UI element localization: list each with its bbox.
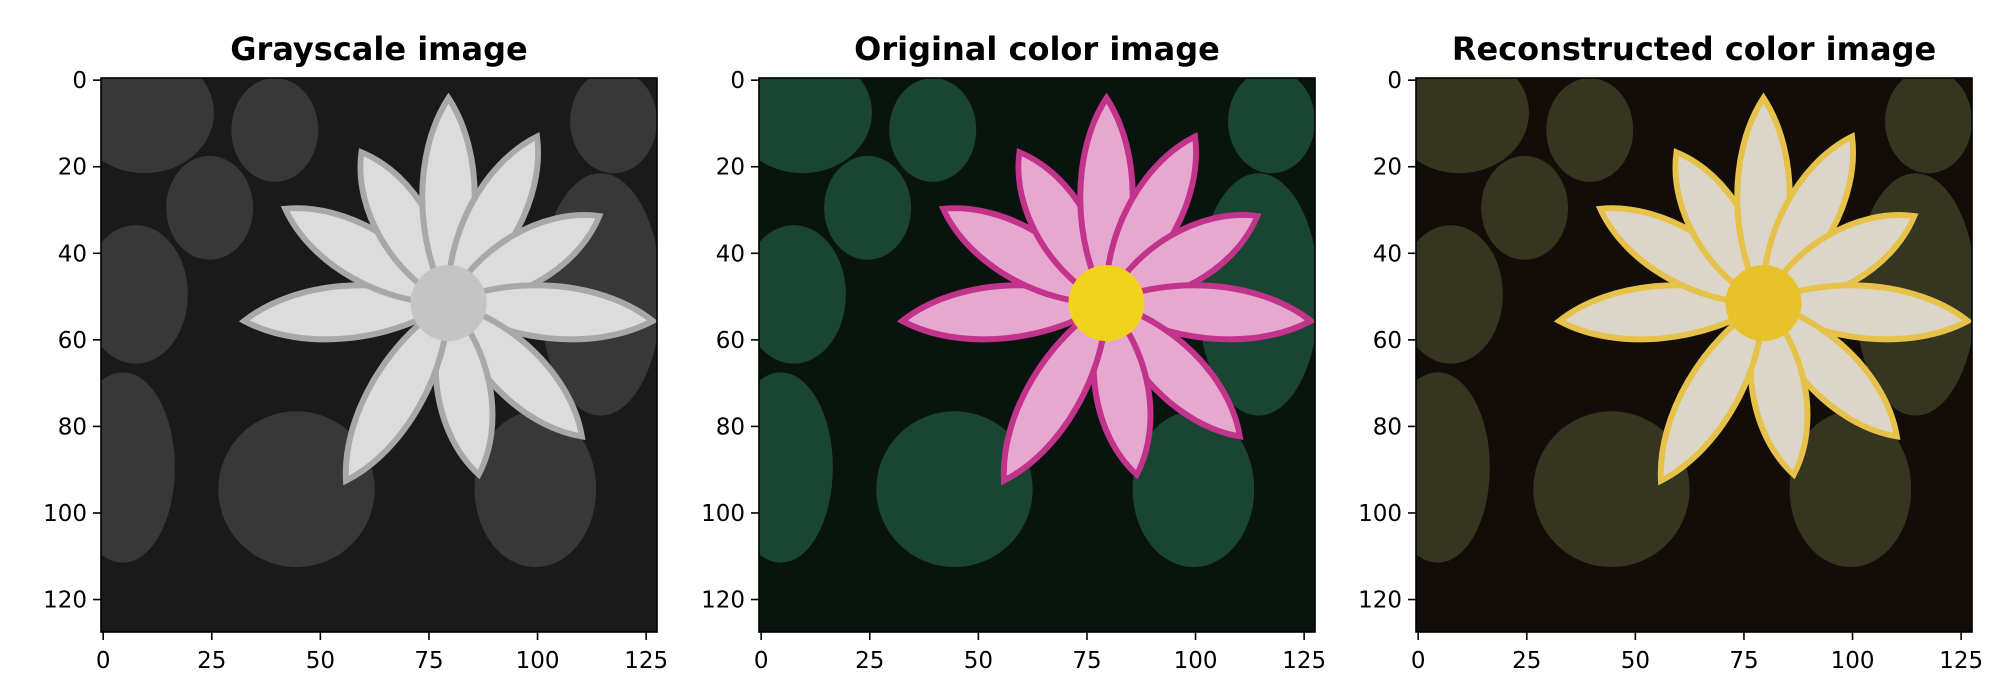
reconstructed-y-tick-label: 100 bbox=[1358, 501, 1402, 527]
grayscale-x-tick-label: 0 bbox=[96, 648, 111, 674]
grayscale-y-tick-label: 100 bbox=[43, 501, 87, 527]
reconstructed-title: Reconstructed color image bbox=[1452, 30, 1936, 68]
grayscale-title: Grayscale image bbox=[230, 30, 527, 68]
reconstructed-y-tick-label: 20 bbox=[1373, 155, 1402, 181]
original-leaf bbox=[824, 155, 912, 260]
original-x-tick-label: 75 bbox=[1072, 648, 1101, 674]
grayscale-leaf bbox=[474, 411, 597, 568]
original-leaf bbox=[889, 78, 977, 182]
grayscale-image bbox=[101, 78, 657, 632]
original-y-tick-label: 60 bbox=[716, 328, 745, 354]
grayscale-y-tick-label: 20 bbox=[58, 155, 87, 181]
original-x-tick-label: 100 bbox=[1174, 648, 1218, 674]
original-panel: Original color image 0 25 50 75 100 125 0 20 40 60… bbox=[701, 30, 1326, 674]
reconstructed-y-tick-label: 0 bbox=[1387, 68, 1402, 94]
grayscale-leaf bbox=[166, 155, 254, 260]
original-title: Original color image bbox=[854, 30, 1220, 68]
original-x-tick-label: 25 bbox=[855, 648, 884, 674]
grayscale-x-tick-label: 25 bbox=[197, 648, 226, 674]
grayscale-flower-center bbox=[410, 265, 487, 342]
grayscale-leaf bbox=[101, 225, 188, 364]
original-y-tick-label: 40 bbox=[716, 241, 745, 267]
grayscale-leaf bbox=[231, 78, 319, 182]
grayscale-flower bbox=[238, 92, 657, 486]
grayscale-y-tick-label: 60 bbox=[58, 328, 87, 354]
original-axes-frame bbox=[758, 77, 1316, 633]
grayscale-leaf bbox=[218, 411, 375, 568]
reconstructed-x-tick-label: 0 bbox=[1411, 648, 1426, 674]
grayscale-y-tick-label: 120 bbox=[43, 588, 87, 614]
reconstructed-y-tick-label: 80 bbox=[1373, 414, 1402, 440]
reconstructed-petal bbox=[1657, 297, 1767, 486]
reconstructed-leaf bbox=[1533, 411, 1690, 568]
reconstructed-axes-frame bbox=[1415, 77, 1973, 633]
grayscale-leaf bbox=[101, 78, 214, 174]
reconstructed-x-tick-label: 100 bbox=[1831, 648, 1875, 674]
original-leaf bbox=[759, 78, 872, 174]
grayscale-panel: Grayscale image 0 25 50 75 100 125 0 20 40 60 80 100… bbox=[43, 30, 668, 674]
original-leaf bbox=[876, 411, 1033, 568]
grayscale-leaf bbox=[570, 78, 657, 174]
original-flower bbox=[896, 92, 1315, 486]
original-x-tick-label: 0 bbox=[754, 648, 769, 674]
reconstructed-x-tick-label: 25 bbox=[1512, 648, 1541, 674]
original-petal bbox=[1000, 297, 1110, 486]
original-leaf bbox=[1132, 411, 1255, 568]
grayscale-x-tick-label: 125 bbox=[624, 648, 668, 674]
grayscale-x-tick-label: 75 bbox=[414, 648, 443, 674]
original-leaf bbox=[759, 372, 833, 563]
original-image bbox=[759, 78, 1315, 632]
grayscale-petal bbox=[342, 297, 452, 486]
original-leaf bbox=[1228, 78, 1315, 174]
grayscale-y-tick-label: 0 bbox=[72, 68, 87, 94]
reconstructed-panel: Reconstructed color image 0 25 50 75 100 125 0 2… bbox=[1358, 30, 1983, 674]
original-leaf bbox=[759, 225, 846, 364]
reconstructed-leaf bbox=[1416, 225, 1503, 364]
grayscale-y-tick-label: 40 bbox=[58, 241, 87, 267]
reconstructed-leaf bbox=[1789, 411, 1912, 568]
grayscale-x-tick-label: 50 bbox=[306, 648, 335, 674]
reconstructed-x-tick-label: 50 bbox=[1621, 648, 1650, 674]
reconstructed-y-tick-label: 40 bbox=[1373, 241, 1402, 267]
original-y-tick-label: 0 bbox=[730, 68, 745, 94]
grayscale-leaf bbox=[101, 372, 175, 563]
reconstructed-leaf bbox=[1546, 78, 1634, 182]
reconstructed-leaf bbox=[1885, 78, 1972, 174]
reconstructed-leaf bbox=[1481, 155, 1569, 260]
original-y-tick-label: 20 bbox=[716, 155, 745, 181]
original-x-tick-label: 125 bbox=[1282, 648, 1326, 674]
original-y-tick-label: 100 bbox=[701, 501, 745, 527]
grayscale-x-tick-label: 100 bbox=[516, 648, 560, 674]
original-x-tick-label: 50 bbox=[964, 648, 993, 674]
reconstructed-flower-center bbox=[1725, 265, 1802, 342]
original-y-tick-label: 80 bbox=[716, 414, 745, 440]
reconstructed-y-tick-label: 120 bbox=[1358, 588, 1402, 614]
reconstructed-y-tick-label: 60 bbox=[1373, 328, 1402, 354]
reconstructed-x-tick-label: 125 bbox=[1939, 648, 1983, 674]
reconstructed-flower bbox=[1553, 92, 1972, 486]
reconstructed-x-tick-label: 75 bbox=[1729, 648, 1758, 674]
reconstructed-leaf bbox=[1416, 372, 1490, 563]
original-flower-center bbox=[1068, 265, 1145, 342]
reconstructed-image bbox=[1416, 78, 1972, 632]
original-y-tick-label: 120 bbox=[701, 588, 745, 614]
grayscale-axes-frame bbox=[100, 77, 658, 633]
grayscale-y-tick-label: 80 bbox=[58, 414, 87, 440]
reconstructed-leaf bbox=[1416, 78, 1529, 174]
